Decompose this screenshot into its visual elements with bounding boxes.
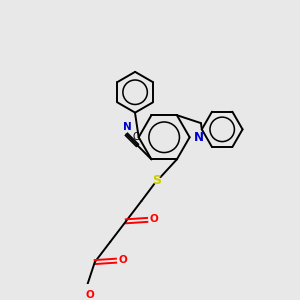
Text: N: N bbox=[194, 131, 204, 144]
Text: N: N bbox=[123, 122, 131, 132]
Text: O: O bbox=[85, 290, 94, 299]
Text: S: S bbox=[153, 174, 162, 187]
Text: C: C bbox=[133, 132, 140, 142]
Text: O: O bbox=[119, 255, 128, 265]
Text: O: O bbox=[150, 214, 159, 224]
